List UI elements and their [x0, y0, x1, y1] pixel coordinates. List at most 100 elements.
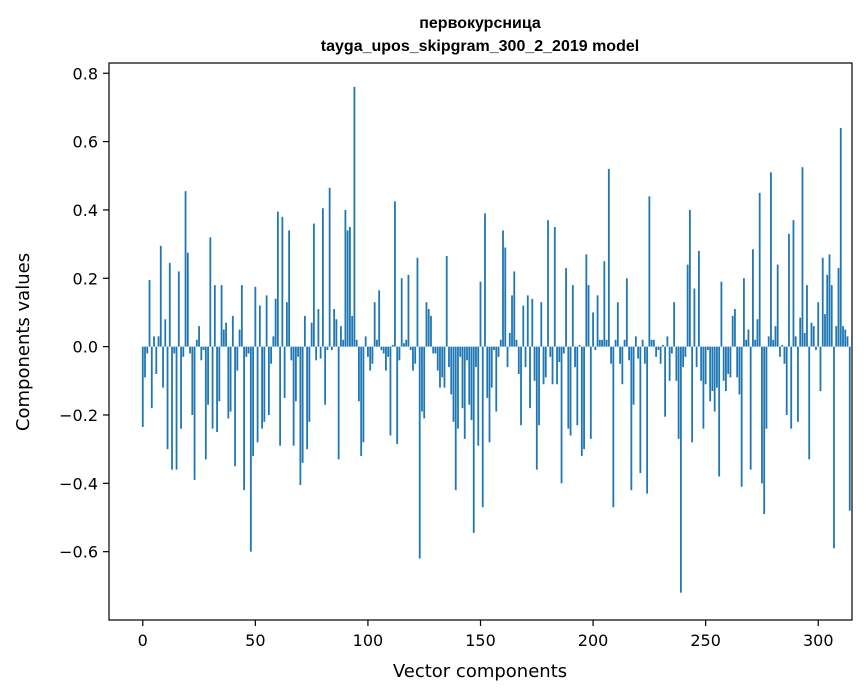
- bar-201: [594, 346, 597, 351]
- bar-134: [443, 346, 446, 388]
- bar-130: [434, 346, 437, 354]
- bar-248: [700, 346, 703, 381]
- bar-104: [376, 339, 378, 347]
- bar-107: [382, 346, 385, 354]
- bar-252: [709, 346, 712, 402]
- bar-205: [603, 261, 606, 347]
- bar-171: [526, 295, 529, 347]
- bar-126: [425, 302, 428, 347]
- bar-133: [441, 346, 444, 378]
- bar-145: [468, 346, 471, 405]
- bar-35: [220, 285, 223, 347]
- bar-221: [639, 346, 642, 474]
- bar-68: [294, 346, 297, 402]
- bar-87: [337, 346, 340, 460]
- bar-270: [749, 346, 752, 470]
- x-tick-label: 100: [353, 631, 384, 650]
- bar-312: [844, 329, 847, 347]
- bar-176: [538, 346, 540, 426]
- bar-152: [484, 213, 486, 347]
- bar-109: [387, 346, 390, 357]
- y-tick-label: 0.2: [73, 269, 98, 288]
- bar-99: [364, 336, 367, 347]
- bar-24: [195, 339, 198, 347]
- bar-160: [502, 230, 504, 347]
- bar-226: [650, 339, 653, 347]
- bar-300: [817, 302, 820, 347]
- bar-189: [567, 346, 570, 429]
- bar-213: [621, 346, 624, 385]
- bar-88: [340, 326, 342, 347]
- bar-140: [457, 346, 459, 429]
- bar-119: [409, 346, 412, 351]
- bar-29: [207, 346, 209, 405]
- bar-163: [508, 332, 511, 347]
- bar-229: [657, 346, 660, 351]
- y-tick-label: 0.0: [73, 338, 98, 357]
- bar-161: [504, 247, 507, 347]
- bar-249: [702, 346, 705, 429]
- bar-100: [367, 346, 369, 357]
- bar-44: [240, 285, 243, 347]
- bar-232: [664, 346, 667, 417]
- bar-11: [166, 346, 169, 450]
- bar-183: [553, 227, 556, 347]
- bar-41: [234, 346, 236, 467]
- x-tick-label: 150: [465, 631, 496, 650]
- y-axis-label: Components values: [13, 253, 34, 431]
- bar-218: [632, 346, 635, 405]
- bar-37: [225, 322, 227, 347]
- bar-138: [452, 346, 455, 422]
- bar-14: [173, 346, 176, 354]
- bar-239: [679, 346, 682, 593]
- bar-34: [218, 346, 221, 402]
- bar-237: [675, 346, 678, 381]
- y-tick-label: 0.8: [73, 64, 98, 83]
- bar-65: [288, 230, 291, 347]
- bar-148: [475, 346, 477, 368]
- bar-116: [403, 343, 405, 347]
- bar-8: [159, 245, 162, 347]
- bar-194: [578, 344, 581, 347]
- bar-42: [236, 346, 239, 371]
- y-tick-label: 0.6: [73, 133, 98, 152]
- bar-23: [193, 346, 196, 480]
- bar-1: [144, 346, 146, 378]
- x-tick-label: 200: [578, 631, 609, 650]
- bar-2: [146, 346, 149, 354]
- bar-311: [842, 326, 844, 347]
- bar-146: [470, 346, 473, 421]
- bar-62: [281, 216, 284, 347]
- bar-144: [466, 346, 468, 361]
- bar-20: [186, 252, 189, 347]
- bar-243: [688, 209, 691, 347]
- bar-7: [157, 336, 160, 347]
- bar-295: [806, 285, 808, 347]
- bar-294: [803, 332, 806, 347]
- bar-139: [454, 346, 457, 491]
- bar-43: [238, 329, 241, 347]
- bar-289: [792, 220, 795, 347]
- bar-261: [729, 346, 732, 378]
- bar-61: [279, 346, 282, 446]
- bar-314: [848, 346, 851, 511]
- bar-124: [421, 346, 423, 412]
- bar-32: [213, 285, 216, 347]
- bar-89: [342, 339, 345, 347]
- bar-157: [495, 346, 498, 412]
- bar-141: [459, 346, 462, 357]
- bar-225: [648, 196, 651, 347]
- bar-198: [587, 285, 590, 347]
- bar-212: [619, 346, 621, 364]
- bar-129: [432, 346, 435, 354]
- bar-81: [324, 346, 327, 405]
- bar-64: [285, 302, 288, 347]
- bar-203: [598, 339, 601, 347]
- bar-117: [405, 339, 408, 347]
- bar-25: [198, 326, 200, 347]
- bar-122: [416, 257, 419, 347]
- bar-193: [576, 346, 579, 426]
- bar-250: [704, 346, 707, 385]
- bar-105: [378, 290, 381, 347]
